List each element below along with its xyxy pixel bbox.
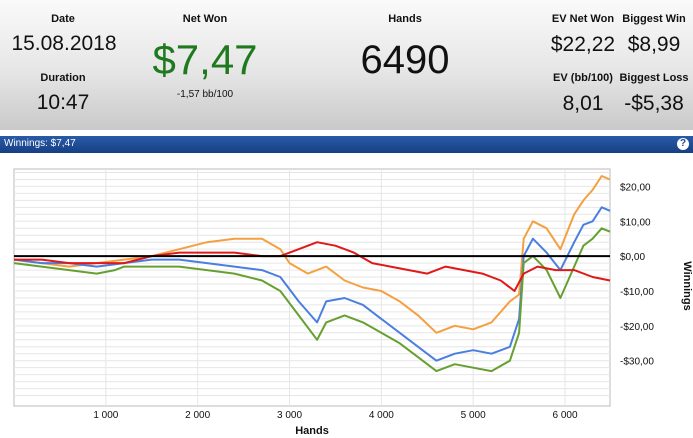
y-tick-label: -$20,00 (620, 322, 654, 333)
session-stats-panel: Date 15.08.2018 Duration 10:47 Net Won $… (0, 0, 693, 130)
winnings-chart: 1 000 2 000 3 000 4 000 5 000 6 000 $20,00 $10… (13, 168, 693, 437)
x-axis-label: Hands (295, 425, 329, 437)
x-tick-label: 3 000 (277, 410, 302, 421)
series-line-2 (13, 206, 611, 362)
y-tick-label: -$10,00 (620, 287, 654, 298)
series-line-4 (14, 241, 611, 292)
ev-bb100-label: EV (bb/100) (553, 72, 613, 84)
y-tick-label: $20,00 (620, 182, 651, 193)
x-tick-label: 4 000 (369, 410, 394, 421)
winnings-header-bar: Winnings: $7,47 ? (0, 136, 693, 153)
net-won-label: Net Won (182, 13, 228, 25)
winnings-header-label: Winnings: $7,47 (4, 138, 76, 149)
ev-net-won-label: EV Net Won (551, 13, 615, 25)
y-tick-label: $10,00 (620, 217, 651, 228)
hands-value: 6490 (360, 38, 450, 82)
duration-label: Duration (40, 72, 86, 84)
biggest-loss-value: -$5,38 (624, 92, 684, 115)
series-line-3 (13, 227, 611, 373)
biggest-win-label: Biggest Win (622, 13, 686, 25)
biggest-loss-label: Biggest Loss (619, 72, 689, 84)
x-tick-label: 2 000 (185, 410, 210, 421)
ev-bb100-value: 8,01 (562, 92, 604, 115)
y-tick-label: -$30,00 (620, 357, 654, 368)
date-label: Date (51, 13, 75, 25)
duration-value: 10:47 (36, 91, 90, 114)
x-tick-label: 1 000 (93, 410, 118, 421)
y-tick-label: $0,00 (620, 252, 645, 263)
hands-label: Hands (388, 13, 422, 25)
net-won-bb100: -1,57 bb/100 (176, 89, 234, 100)
y-axis-label: Winnings (681, 261, 693, 310)
date-value: 15.08.2018 (11, 32, 117, 55)
biggest-win-value: $8,99 (627, 33, 681, 56)
ev-net-won-value: $22,22 (550, 33, 616, 56)
x-tick-label: 6 000 (552, 410, 577, 421)
question-icon[interactable]: ? (677, 138, 689, 150)
series-line-1 (13, 175, 611, 334)
net-won-value: $7,47 (152, 36, 258, 83)
x-tick-label: 5 000 (461, 410, 486, 421)
